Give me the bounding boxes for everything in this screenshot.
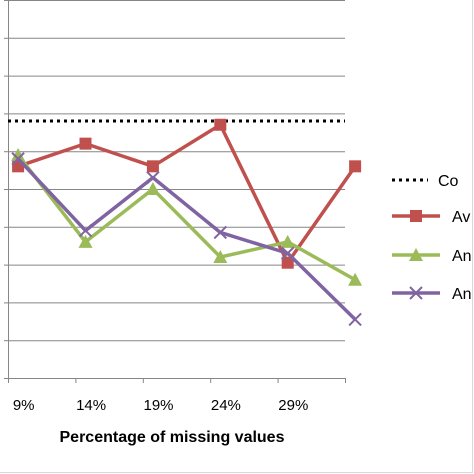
legend-label: Av	[452, 209, 470, 226]
legend: Co Av An An	[392, 173, 472, 303]
series-4	[11, 152, 362, 327]
data-point-triangle	[409, 248, 423, 261]
data-point-triangle	[145, 182, 160, 195]
series-2	[12, 118, 362, 269]
series-line	[16, 157, 357, 321]
series-3	[11, 147, 363, 286]
legend-item: An	[392, 248, 472, 265]
data-point-x	[281, 246, 295, 260]
series-line	[16, 153, 356, 282]
data-point-square	[349, 160, 362, 173]
data-point-triangle	[348, 272, 363, 286]
data-point-x	[213, 225, 228, 240]
legend-item: Co	[392, 173, 459, 190]
series-line	[17, 122, 357, 265]
legend-item: An	[392, 286, 472, 303]
gridlines	[8, 0, 345, 342]
axes	[4, 0, 346, 383]
data-point-square	[146, 160, 159, 173]
legend-label: An	[452, 248, 472, 265]
data-point-triangle	[213, 250, 228, 264]
data-point-square	[79, 137, 92, 150]
data-point-x	[11, 152, 25, 166]
legend-item: Av	[392, 209, 470, 226]
x-tick-label: 9%	[13, 397, 35, 414]
x-tick-label: 19%	[143, 397, 173, 414]
x-tick-label: 29%	[278, 397, 308, 414]
series-layer	[8, 118, 363, 327]
x-tick-labels: 9% 14% 19% 24% 29%	[13, 397, 308, 414]
data-point-square	[214, 118, 227, 131]
legend-label: An	[452, 286, 472, 303]
data-point-x	[146, 170, 160, 185]
data-point-x	[409, 286, 423, 300]
data-point-square	[281, 256, 294, 269]
data-point-triangle	[280, 234, 295, 248]
data-point-triangle	[11, 147, 26, 161]
data-point-x	[348, 312, 362, 327]
legend-label: Co	[438, 173, 459, 190]
data-point-square	[410, 210, 422, 222]
x-axis-title: Percentage of missing values	[60, 429, 285, 446]
x-tick-label: 24%	[211, 397, 241, 414]
data-point-x	[78, 223, 93, 238]
data-point-triangle	[78, 234, 93, 248]
x-tick-label: 14%	[76, 397, 106, 414]
